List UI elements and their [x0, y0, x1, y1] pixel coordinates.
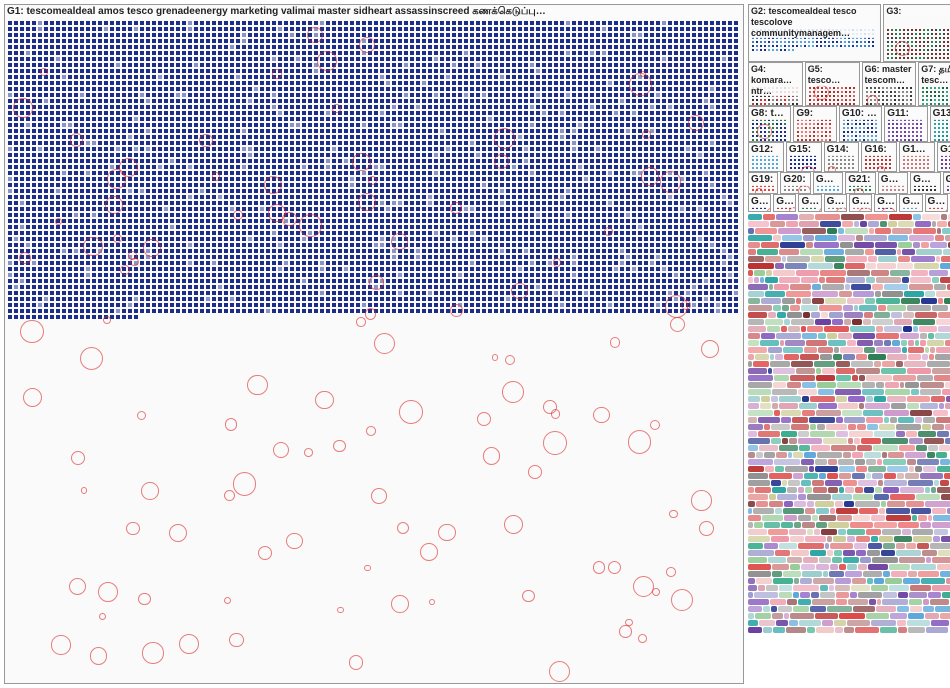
- cluster-panel-g11[interactable]: G11:: [884, 106, 927, 142]
- cluster-panel-g12[interactable]: G12:: [748, 142, 784, 172]
- cluster-panel-gf[interactable]: G…: [773, 194, 796, 212]
- cluster-title-g21: G21:: [848, 174, 872, 186]
- cluster-title-gi: G…: [852, 196, 869, 208]
- cluster-title-g2: G2: tescomealdeal tesco tescolove commun…: [751, 6, 878, 38]
- cluster-title-gd: G…: [946, 174, 950, 186]
- cluster-panel-g1x[interactable]: G1…: [899, 142, 935, 172]
- cluster-panel-g20[interactable]: G20:: [780, 172, 810, 194]
- cluster-panel-gl[interactable]: G…: [925, 194, 948, 212]
- side-column: G2: tescomealdeal tesco tescolove commun…: [748, 4, 950, 684]
- cluster-title-g7: G7: தமி… tesc…: [921, 64, 950, 86]
- cluster-panel-g14[interactable]: G14:: [824, 142, 860, 172]
- cluster-title-g4: G4: komara… ntr…: [751, 64, 800, 96]
- cluster-panel-g7[interactable]: G7: தமி… tesc…: [918, 62, 950, 106]
- cluster-title-g13: G13:: [933, 108, 950, 120]
- cluster-title-ga: G…: [816, 174, 840, 186]
- cluster-panel-g21[interactable]: G21:: [845, 172, 875, 194]
- unclustered-noise-region: [748, 214, 950, 684]
- cluster-panel-g10[interactable]: G10: tesco…: [839, 106, 882, 142]
- cluster-panel-gh[interactable]: G…: [824, 194, 847, 212]
- cluster-title-gk: G…: [902, 196, 919, 208]
- cluster-panel-g9[interactable]: G9:: [793, 106, 836, 142]
- cluster-title-gb: G…: [881, 174, 905, 186]
- cluster-panel-g3[interactable]: G3:: [883, 4, 950, 62]
- cluster-title-g16: G16:: [864, 144, 894, 156]
- cluster-title-g6: G6: master tescom…: [865, 64, 914, 86]
- cluster-panel-g8[interactable]: G8: tesco…: [748, 106, 791, 142]
- cluster-title-g1x: G1…: [902, 144, 932, 156]
- cluster-panel-gj[interactable]: G…: [874, 194, 897, 212]
- cluster-panel-g1[interactable]: G1: tescomealdeal amos tesco grenadeener…: [4, 4, 744, 684]
- node-grid-g1: [8, 21, 740, 680]
- cluster-title-g11: G11:: [887, 108, 924, 120]
- cluster-title-g5: G5: tesco…: [808, 64, 857, 86]
- cluster-panel-g5[interactable]: G5: tesco…: [805, 62, 860, 106]
- cluster-panel-g4[interactable]: G4: komara… ntr…: [748, 62, 803, 106]
- cluster-panel-ga[interactable]: G…: [813, 172, 843, 194]
- cluster-title-gc: G…: [913, 174, 937, 186]
- cluster-panel-g15[interactable]: G15:: [786, 142, 822, 172]
- cluster-title-g1: G1: tescomealdeal amos tesco grenadeener…: [7, 6, 741, 18]
- cluster-panel-gd[interactable]: G…: [943, 172, 950, 194]
- cluster-panel-gg[interactable]: G…: [798, 194, 821, 212]
- cluster-title-gg: G…: [801, 196, 818, 208]
- cluster-panel-g6[interactable]: G6: master tescom…: [862, 62, 917, 106]
- cluster-panel-gk[interactable]: G…: [899, 194, 922, 212]
- cluster-title-gh: G…: [827, 196, 844, 208]
- cluster-title-g17: G17:: [940, 144, 950, 156]
- cluster-title-g14: G14:: [827, 144, 857, 156]
- cluster-title-gl: G…: [928, 196, 945, 208]
- cluster-panel-g16[interactable]: G16:: [861, 142, 897, 172]
- cluster-title-g9: G9:: [796, 108, 833, 120]
- cluster-title-gj: G…: [877, 196, 894, 208]
- cluster-title-g8: G8: tesco…: [751, 108, 788, 120]
- cluster-panel-g2[interactable]: G2: tescomealdeal tesco tescolove commun…: [748, 4, 881, 62]
- cluster-panel-ge[interactable]: G…: [748, 194, 771, 212]
- cluster-panel-gi[interactable]: G…: [849, 194, 872, 212]
- cluster-title-g19: G19:: [751, 174, 775, 186]
- cluster-title-g3: G3:: [886, 6, 950, 17]
- cluster-title-g20: G20:: [783, 174, 807, 186]
- cluster-title-g12: G12:: [751, 144, 781, 156]
- cluster-panel-g19[interactable]: G19:: [748, 172, 778, 194]
- side-panel-rows: G2: tescomealdeal tesco tescolove commun…: [748, 4, 950, 212]
- cluster-panel-gb[interactable]: G…: [878, 172, 908, 194]
- cluster-title-gf: G…: [776, 196, 793, 208]
- cluster-title-g15: G15:: [789, 144, 819, 156]
- cluster-panel-g17[interactable]: G17:: [937, 142, 950, 172]
- cluster-panel-g13[interactable]: G13:: [930, 106, 950, 142]
- cluster-panel-gc[interactable]: G…: [910, 172, 940, 194]
- cluster-title-g10: G10: tesco…: [842, 108, 879, 120]
- cluster-title-ge: G…: [751, 196, 768, 208]
